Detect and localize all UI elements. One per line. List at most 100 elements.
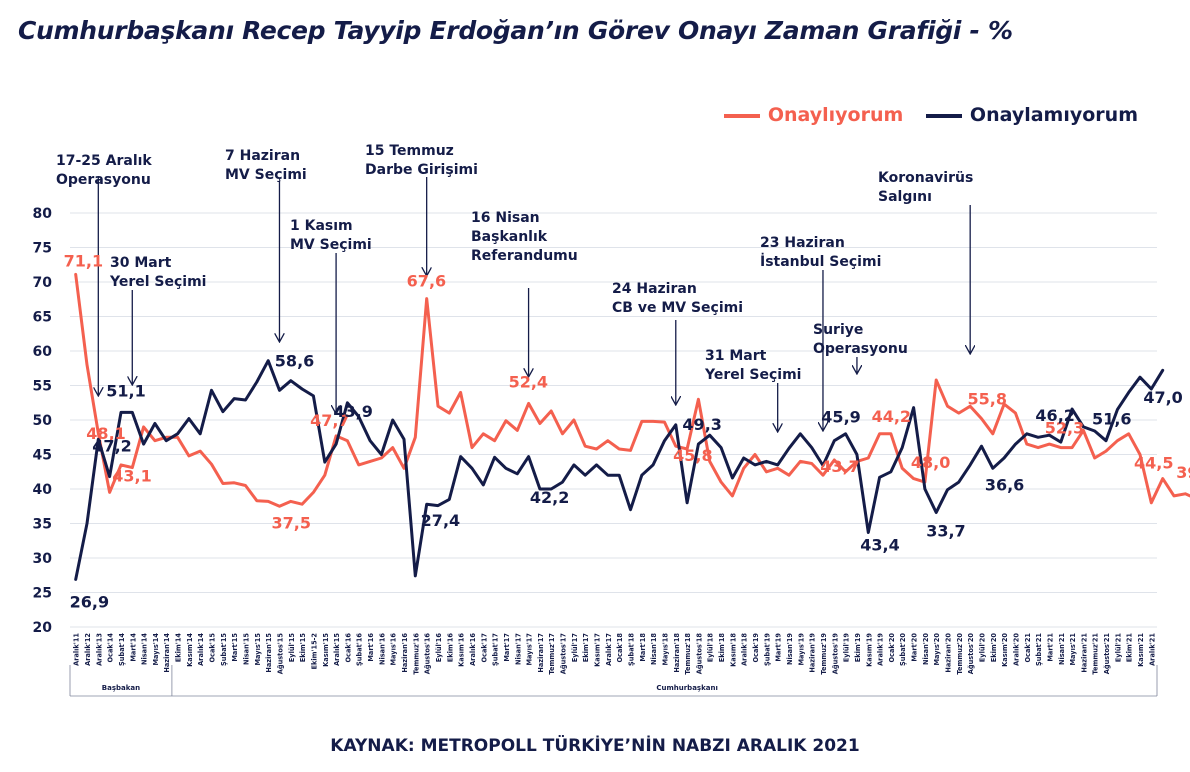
event-annotation-text: İstanbul Seçimi xyxy=(760,253,881,270)
y-tick-label: 60 xyxy=(33,344,53,360)
data-label-onaylamiyorum: 58,6 xyxy=(275,352,314,371)
legend-item-approve: Onaylıyorum xyxy=(723,104,904,126)
x-tick-label: Haziran'19 xyxy=(809,633,817,673)
data-label-onayliyorum: 48,0 xyxy=(911,453,950,472)
x-tick-label: Aralık'18 xyxy=(741,633,749,666)
x-tick-label: Şubat'17 xyxy=(492,633,500,666)
x-tick-label: Ağustos'17 xyxy=(560,633,568,675)
x-tick-label: Mart'14 xyxy=(129,633,137,662)
event-annotation-text: Suriye xyxy=(813,322,863,338)
x-tick-label: Haziran'14 xyxy=(163,633,171,673)
x-tick-label: Haziran'18 xyxy=(673,633,681,673)
x-tick-label: Ocak'15 xyxy=(209,633,217,663)
y-tick-label: 40 xyxy=(33,482,53,498)
x-tick-label: Ocak'14 xyxy=(107,633,115,663)
y-tick-label: 65 xyxy=(33,310,52,326)
data-label-onaylamiyorum: 42,2 xyxy=(530,488,569,507)
period-group-label: Cumhurbaşkanı xyxy=(656,684,718,692)
x-tick-label: Ekim'19 xyxy=(854,633,862,663)
x-tick-label: Eylül'18 xyxy=(707,633,715,663)
x-tick-label: Ağustos'15 xyxy=(276,633,284,675)
data-label-onayliyorum: 52,4 xyxy=(509,372,548,391)
x-tick-label: Ekim'17 xyxy=(582,633,590,663)
y-tick-label: 30 xyxy=(33,551,53,567)
data-label-onaylamiyorum: 47,0 xyxy=(1143,388,1182,407)
x-tick-label: Ekim'14 xyxy=(175,633,183,663)
event-annotation: 23 Haziran İstanbul Seçimi xyxy=(760,235,881,430)
x-tick-label: Haziran'15 xyxy=(265,633,273,673)
event-annotation-text: 23 Haziran xyxy=(760,235,845,251)
event-annotation: 30 Mart Yerel Seçimi xyxy=(109,255,206,384)
data-label-onaylamiyorum: 36,6 xyxy=(985,475,1024,494)
data-label-onayliyorum: 52,3 xyxy=(1045,419,1084,438)
event-annotation: 17-25 Aralık Operasyonu xyxy=(56,153,152,395)
event-annotation: 7 Haziran MV Seçimi xyxy=(225,148,307,341)
x-tick-label: Nisan'20 xyxy=(922,633,930,665)
y-tick-label: 70 xyxy=(33,275,53,291)
x-tick-label: Şubat'14 xyxy=(118,633,126,666)
x-tick-label: Eylül'21 xyxy=(1114,633,1122,663)
x-tick-label: Aralık'17 xyxy=(605,633,613,666)
event-annotation: Koronavirüs Salgını xyxy=(878,170,973,353)
x-tick-label: Ekim'20 xyxy=(990,633,998,663)
data-label-onaylamiyorum: 33,7 xyxy=(926,521,965,540)
source-note: KAYNAK: METROPOLL TÜRKİYE’NİN NABZI ARAL… xyxy=(330,736,860,756)
x-tick-label: Şubat'20 xyxy=(899,633,907,666)
x-tick-label: Mart'16 xyxy=(367,633,375,662)
period-group-label: Başbakan xyxy=(102,684,140,692)
x-tick-label: Mayıs'20 xyxy=(933,633,941,666)
data-label-onayliyorum: 44,5 xyxy=(1134,454,1173,473)
legend-label-approve: Onaylıyorum xyxy=(767,104,904,126)
x-tick-label: Eylül'19 xyxy=(843,633,851,663)
data-label-onaylamiyorum: 45,9 xyxy=(821,408,860,427)
data-label-onayliyorum: 44,2 xyxy=(872,407,911,426)
x-tick-label: Temmuz'21 xyxy=(1092,633,1100,675)
event-annotation-text: Koronavirüs xyxy=(878,170,973,186)
x-tick-label: Eylül'16 xyxy=(435,633,443,663)
y-tick-label: 45 xyxy=(33,448,52,464)
x-tick-label: Kasım'20 xyxy=(1001,633,1009,667)
data-label-onayliyorum: 45,8 xyxy=(673,446,712,465)
x-tick-label: Şubat'21 xyxy=(1035,633,1043,666)
event-annotation-text: Başkanlık xyxy=(471,229,548,245)
event-annotation-text: Operasyonu xyxy=(813,341,908,357)
event-annotation-text: Operasyonu xyxy=(56,172,151,188)
data-label-onaylamiyorum: 49,3 xyxy=(682,415,721,434)
data-label-onaylamiyorum: 26,9 xyxy=(70,592,109,611)
x-tick-label: Şubat'16 xyxy=(356,633,364,666)
x-tick-label: Ocak'16 xyxy=(344,633,352,663)
x-tick-label: Ekim'16 xyxy=(446,633,454,663)
data-label-onayliyorum: 39,3 xyxy=(1176,463,1190,482)
x-tick-label: Aralık'16 xyxy=(469,633,477,666)
event-annotation-text: 1 Kasım xyxy=(290,218,353,234)
y-tick-label: 55 xyxy=(33,379,52,395)
legend-swatch-approve xyxy=(723,113,760,118)
event-annotation-text: Darbe Girişimi xyxy=(365,162,478,178)
x-tick-label: Mayıs'15 xyxy=(254,633,262,666)
legend-label-disapprove: Onaylamıyorum xyxy=(969,104,1138,126)
y-tick-label: 50 xyxy=(33,413,53,429)
x-tick-label: Kasım'18 xyxy=(729,633,737,667)
data-label-onayliyorum: 55,8 xyxy=(967,390,1006,409)
event-annotation-text: 24 Haziran xyxy=(612,281,697,297)
x-tick-label: Temmuz'17 xyxy=(548,633,556,675)
data-label-onayliyorum: 47,7 xyxy=(310,411,349,430)
x-tick-label: Mayıs'17 xyxy=(526,633,534,666)
x-tick-label: Mart'18 xyxy=(639,633,647,662)
legend: Onaylıyorum Onaylamıyorum xyxy=(708,104,1138,126)
x-tick-label: Mayıs'14 xyxy=(152,633,160,666)
x-tick-label: Mart'20 xyxy=(911,633,919,662)
x-tick-label: Mart'15 xyxy=(231,633,239,662)
x-tick-label: Aralık'13 xyxy=(95,633,103,666)
event-annotation-text: 7 Haziran xyxy=(225,148,300,164)
x-tick-label: Şubat'19 xyxy=(763,633,771,666)
x-tick-label: Ağustos'19 xyxy=(831,633,839,675)
x-tick-label: Kasım'14 xyxy=(186,633,194,667)
x-tick-label: Temmuz'19 xyxy=(820,633,828,675)
x-tick-label: Haziran'21 xyxy=(1080,633,1088,673)
data-label-onaylamiyorum: 43,4 xyxy=(860,535,899,554)
x-tick-label: Mayıs'21 xyxy=(1069,633,1077,666)
x-tick-label: Haziran'16 xyxy=(401,633,409,673)
x-tick-label: Aralık'20 xyxy=(1012,633,1020,666)
data-label-onayliyorum: 48,1 xyxy=(86,424,125,443)
